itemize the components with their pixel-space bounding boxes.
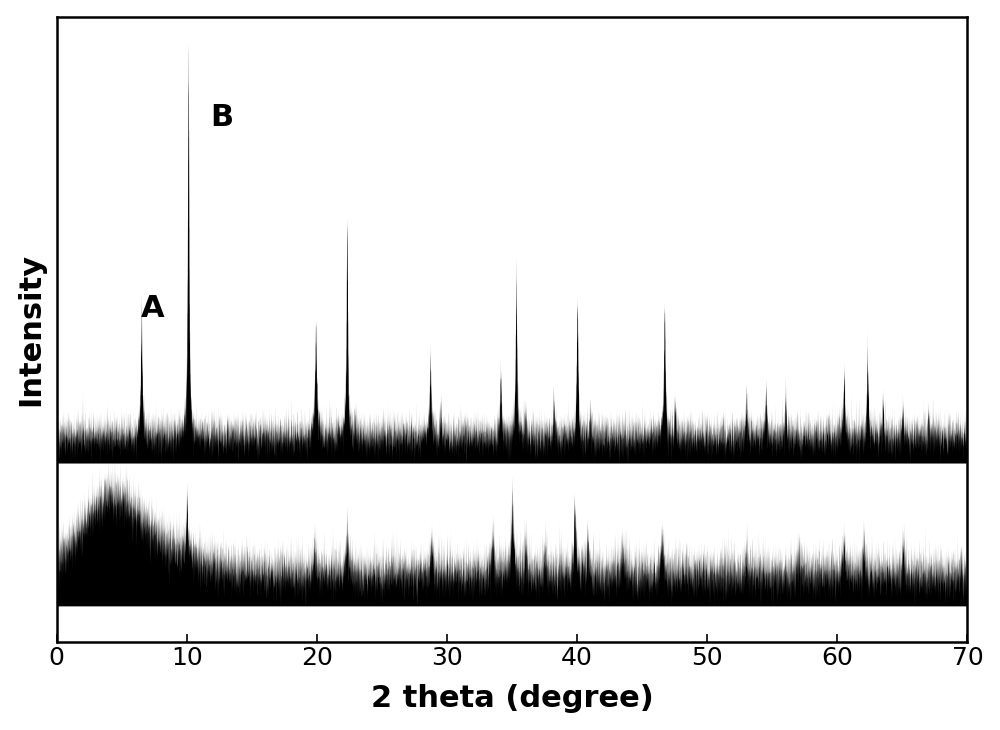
Text: A: A (141, 293, 165, 323)
Y-axis label: Intensity: Intensity (17, 253, 46, 406)
Text: B: B (210, 104, 233, 132)
X-axis label: 2 theta (degree): 2 theta (degree) (371, 684, 653, 713)
